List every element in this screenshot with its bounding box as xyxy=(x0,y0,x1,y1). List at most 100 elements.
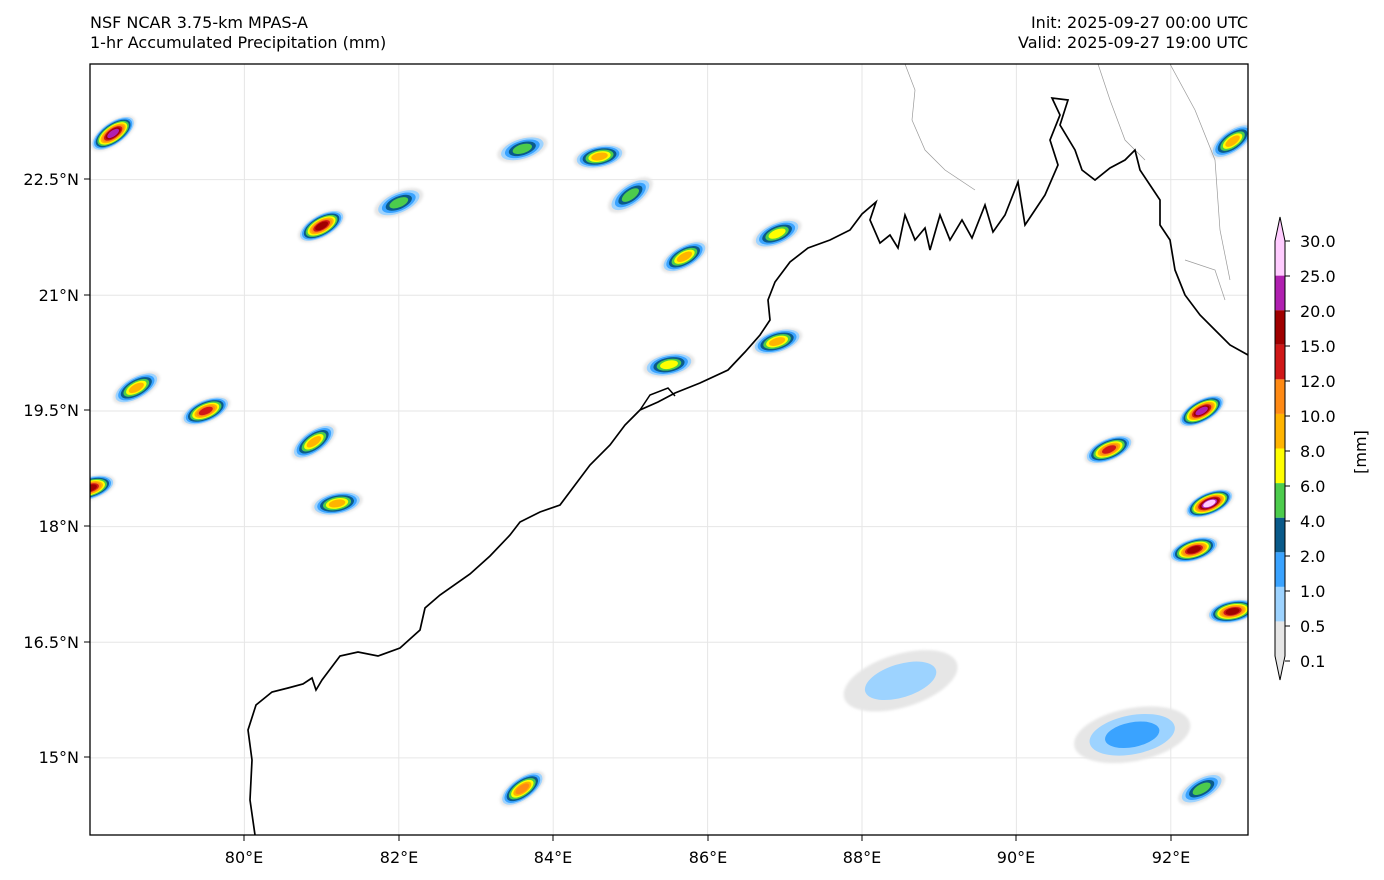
colorbar-tick-label: 20.0 xyxy=(1300,302,1336,321)
field-name: 1-hr Accumulated Precipitation (mm) xyxy=(90,33,387,52)
precip-cell xyxy=(181,396,231,426)
precip-cell xyxy=(1074,706,1191,764)
colorbar-box xyxy=(1275,241,1285,276)
lon-tick-label: 80°E xyxy=(225,848,263,867)
precip-contour xyxy=(768,228,786,239)
colorbar-box xyxy=(1275,448,1285,484)
colorbar-tick-label: 0.1 xyxy=(1300,652,1325,671)
precip-cell xyxy=(497,135,548,163)
precip-contour xyxy=(1225,135,1240,147)
precip-cell xyxy=(311,490,363,516)
colorbar-box xyxy=(1275,344,1285,380)
precip-contour xyxy=(306,436,322,448)
colorbar-unit-label: [mm] xyxy=(1351,430,1370,474)
precip-contour xyxy=(768,337,786,346)
precip-contour xyxy=(198,406,213,416)
colorbar-ticks: 0.1 0.5 1.0 2.0 4.0 6.0 8.0 10.0 12.0 15… xyxy=(1285,232,1336,671)
precip-cell xyxy=(1168,536,1220,564)
precip-contour xyxy=(864,661,937,701)
precip-contour xyxy=(90,484,97,492)
colorbar-tick-label: 0.5 xyxy=(1300,617,1325,636)
lat-tick-label: 15°N xyxy=(39,748,79,767)
precip-contour xyxy=(1203,499,1216,508)
lon-axis: 80°E 82°E 84°E 86°E 88°E 90°E 92°E xyxy=(225,835,1190,867)
precip-cell xyxy=(751,328,803,356)
precip-contour xyxy=(621,188,639,202)
colorbar-box xyxy=(1275,379,1285,414)
precip-cell xyxy=(1178,772,1226,805)
time-info: Init: 2025-09-27 00:00 UTC Valid: 2025-0… xyxy=(1018,13,1248,53)
precip-cell xyxy=(1206,598,1248,624)
precip-cell xyxy=(661,240,708,273)
precip-contour xyxy=(1225,607,1240,615)
lat-tick-label: 19.5°N xyxy=(23,401,79,420)
init-time: Init: 2025-09-27 00:00 UTC xyxy=(1030,13,1248,32)
colorbar-tick-label: 2.0 xyxy=(1300,547,1325,566)
precip-cell xyxy=(752,218,802,249)
colorbar-extend-high xyxy=(1275,217,1285,241)
lon-tick-label: 90°E xyxy=(997,848,1035,867)
map-background xyxy=(90,64,1248,835)
colorbar-tick-label: 15.0 xyxy=(1300,337,1336,356)
precip-contour xyxy=(1187,546,1201,554)
lon-tick-label: 88°E xyxy=(843,848,881,867)
lat-axis: 15°N 16.5°N 18°N 19.5°N 21°N 22.5°N xyxy=(23,170,90,767)
map-panel[interactable] xyxy=(62,63,1261,836)
coastline xyxy=(247,96,1248,835)
precip-contour xyxy=(1105,721,1160,749)
colorbar: 0.1 0.5 1.0 2.0 4.0 6.0 8.0 10.0 12.0 15… xyxy=(1274,216,1370,681)
precip-cell xyxy=(1185,488,1234,519)
precip-contour xyxy=(1195,406,1208,416)
lat-tick-label: 22.5°N xyxy=(23,170,79,189)
colorbar-box xyxy=(1275,621,1285,656)
lat-tick-label: 16.5°N xyxy=(23,633,79,652)
precip-cell xyxy=(1178,394,1226,428)
precip-contour xyxy=(107,128,120,139)
lon-tick-label: 82°E xyxy=(380,848,418,867)
precip-contour xyxy=(591,152,608,161)
colorbar-tick-label: 4.0 xyxy=(1300,512,1325,531)
valid-time: Valid: 2025-09-27 19:00 UTC xyxy=(1017,33,1248,52)
colorbar-box xyxy=(1275,517,1285,553)
lon-tick-label: 86°E xyxy=(689,848,727,867)
precip-cell xyxy=(643,352,695,378)
colorbar-tick-label: 10.0 xyxy=(1300,407,1336,426)
precip-contour xyxy=(128,382,144,394)
precip-cell xyxy=(291,424,337,460)
precip-cell xyxy=(298,209,346,243)
colorbar-boxes xyxy=(1275,241,1285,656)
precip-cell xyxy=(112,371,160,405)
gridlines xyxy=(90,64,1248,835)
lon-tick-label: 92°E xyxy=(1152,848,1190,867)
colorbar-tick-label: 8.0 xyxy=(1300,442,1325,461)
colorbar-box xyxy=(1275,586,1285,622)
precip-contour xyxy=(389,197,409,209)
colorbar-tick-label: 25.0 xyxy=(1300,267,1336,286)
precip-cell xyxy=(573,144,626,170)
precip-contour xyxy=(660,360,678,370)
colorbar-extend-low xyxy=(1275,656,1285,680)
colorbar-tick-label: 6.0 xyxy=(1300,477,1325,496)
lon-tick-label: 84°E xyxy=(534,848,572,867)
colorbar-box xyxy=(1275,483,1285,518)
colorbar-tick-label: 30.0 xyxy=(1300,232,1336,251)
colorbar-tick-label: 1.0 xyxy=(1300,582,1325,601)
lat-tick-label: 18°N xyxy=(39,517,79,536)
precip-contour xyxy=(315,221,329,231)
precip-cell xyxy=(843,650,958,712)
precip-contour xyxy=(1102,445,1117,454)
precip-cell xyxy=(1084,434,1134,465)
colorbar-tick-label: 12.0 xyxy=(1300,372,1336,391)
precip-contour xyxy=(676,251,693,262)
colorbar-box xyxy=(1275,552,1285,587)
lat-tick-label: 21°N xyxy=(39,286,79,305)
colorbar-box xyxy=(1275,413,1285,449)
precip-cell xyxy=(608,177,653,213)
precip-contour xyxy=(1192,782,1211,795)
precip-cell xyxy=(90,115,136,152)
precip-contour xyxy=(328,499,346,508)
colorbar-box xyxy=(1275,310,1285,345)
precip-cell xyxy=(1210,123,1248,159)
precip-cell xyxy=(374,187,424,218)
